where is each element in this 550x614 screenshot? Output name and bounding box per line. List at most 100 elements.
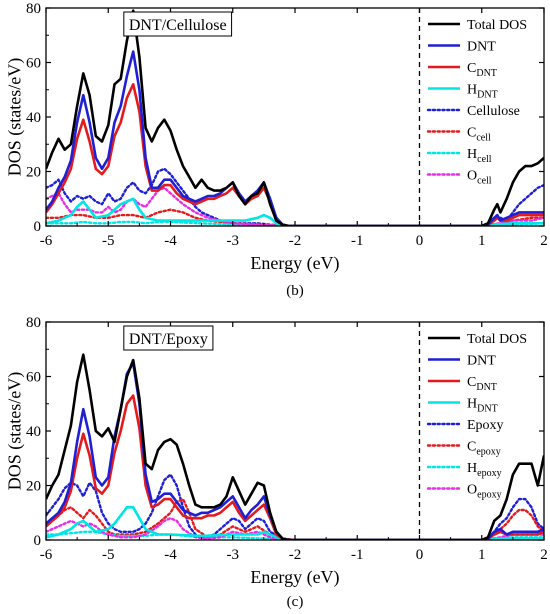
legend-entry: Hepoxy [467,461,502,479]
y-axis-label: DOS (states/eV) [4,372,25,490]
legend-entry: CDNT [467,61,497,79]
series-line-h-dnt [46,197,544,226]
legend-entry-name: H [467,397,477,412]
legend-entry-name: Epoxy [467,418,504,433]
legend-entry: HDNT [467,397,498,415]
series-line-dnt [46,361,544,540]
x-tick-label: -5 [102,547,115,563]
series-group [46,353,544,540]
x-tick-label: 1 [478,547,486,563]
series-line-h-cell [46,220,544,226]
legend-entry: HDNT [467,83,498,101]
series-line-total-dos [46,9,544,226]
legend-entry-subscript: epoxy [476,447,500,458]
legend-entry-name: Total DOS [467,18,527,33]
x-tick-label: -6 [40,547,53,563]
title-box-text: DNT/Cellulose [129,17,227,34]
legend-entry: Cepoxy [467,440,501,458]
legend-entry: DNT [467,40,496,55]
legend-entry-subscript: cell [477,154,492,165]
x-tick-label: 0 [416,547,424,563]
legend: Total DOSDNTCDNTHDNTCelluloseCcellHcellO… [426,18,527,187]
panel-label: (b) [286,283,304,299]
legend-entry-subscript: DNT [477,404,498,415]
x-axis-label: Energy (eV) [250,567,339,588]
y-tick-label: 40 [26,110,41,126]
legend-entry: CDNT [467,375,497,393]
legend-entry-subscript: DNT [477,90,498,101]
title-box-frame [123,11,233,37]
legend-entry-name: H [467,83,477,98]
legend-entry-subscript: cell [476,133,491,144]
legend-entry-name: H [467,147,477,162]
x-tick-label: -3 [227,233,240,249]
legend-entry: Hcell [467,147,492,165]
x-tick-label: -6 [40,233,53,249]
legend-entry: Ocell [467,169,492,187]
legend-entry: Oepoxy [467,483,502,501]
series-line-o-cell [46,186,544,226]
x-tick-label: -1 [351,233,364,249]
legend-entry: Epoxy [467,418,504,433]
x-tick-label: 2 [540,233,548,249]
legend-entry-subscript: DNT [476,68,497,79]
legend-entry-name: C [467,375,476,390]
series-group [46,9,544,226]
legend-entry-name: O [467,169,477,184]
x-tick-label: 2 [540,547,548,563]
series-line-h-epoxy [46,530,544,540]
legend-entry: Ccell [467,126,491,144]
legend-entry-subscript: epoxy [477,468,501,479]
legend: Total DOSDNTCDNTHDNTEpoxyCepoxyHepoxyOep… [426,332,527,501]
legend-entry: Total DOS [467,18,527,33]
y-tick-label: 60 [26,370,41,386]
x-axis-label: Energy (eV) [250,253,339,274]
legend-entry-name: O [467,483,477,498]
title-box: DNT/Epoxy [123,325,214,351]
y-tick-label: 80 [26,1,41,17]
legend-entry-name: DNT [467,40,496,55]
series-line-h-dnt [46,506,544,540]
x-tick-label: -4 [164,547,177,563]
series-line-c-dnt [46,83,544,226]
legend-entry-name: Total DOS [467,332,527,347]
y-tick-label: 0 [34,219,42,235]
legend-entry-subscript: epoxy [477,490,501,501]
y-tick-label: 40 [26,424,41,440]
legend-entry-name: C [467,61,476,76]
y-tick-label: 0 [34,533,42,549]
series-line-dnt [46,50,544,226]
panel-label: (c) [287,594,304,610]
title-box: DNT/Cellulose [123,11,233,37]
title-box-text: DNT/Epoxy [129,331,208,348]
legend-entry: Total DOS [467,332,527,347]
legend-entry-name: C [467,126,476,141]
x-tick-label: -5 [102,233,115,249]
x-tick-label: -4 [164,233,177,249]
legend-entry-name: H [467,461,477,476]
x-tick-label: -2 [289,547,302,563]
legend-entry-subscript: DNT [476,382,497,393]
x-tick-label: -3 [227,547,240,563]
y-axis-label: DOS (states/eV) [4,58,25,176]
legend-entry-name: Cellulose [467,104,520,119]
legend-entry-subscript: cell [477,176,492,187]
x-tick-label: 1 [478,233,486,249]
y-tick-label: 20 [26,479,41,495]
x-tick-label: -2 [289,233,302,249]
legend-entry: DNT [467,354,496,369]
legend-entry-name: C [467,440,476,455]
x-tick-label: -1 [351,547,364,563]
y-tick-label: 60 [26,56,41,72]
x-tick-label: 0 [416,233,424,249]
legend-entry: Cellulose [467,104,520,119]
title-box-frame [123,325,214,351]
y-tick-label: 80 [26,315,41,331]
y-tick-label: 20 [26,165,41,181]
series-line-o-epoxy [46,517,544,540]
series-line-c-epoxy [46,497,544,540]
series-line-total-dos [46,353,544,540]
